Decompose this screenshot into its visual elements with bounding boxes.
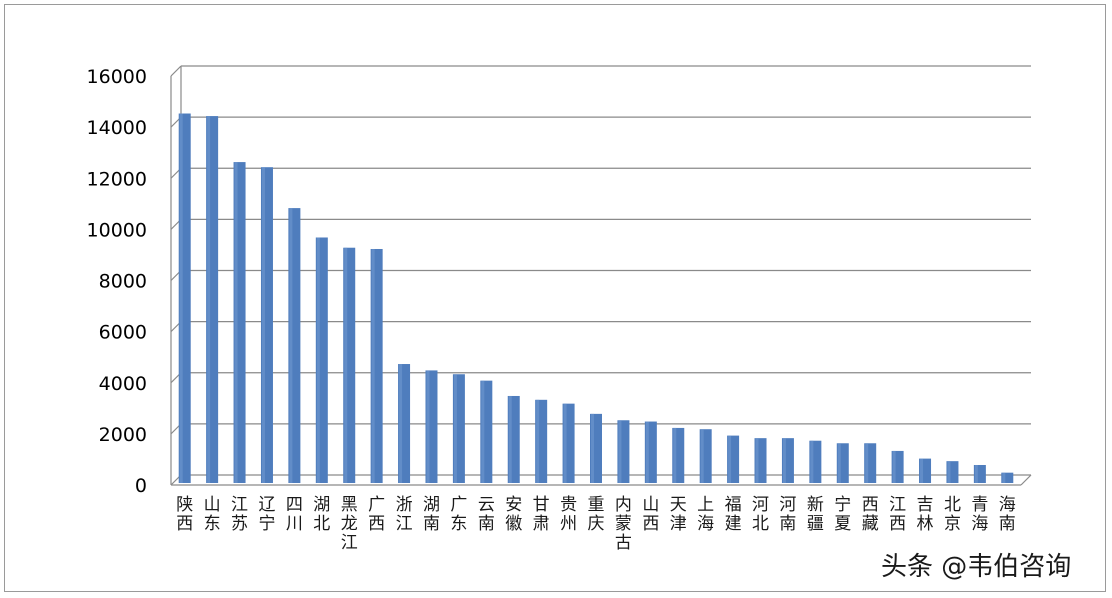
bar-highlight <box>399 364 403 483</box>
y-tick-label: 0 <box>135 475 147 497</box>
bar-highlight <box>289 208 293 483</box>
x-category-label: 浙江 <box>396 495 413 534</box>
bar-highlight <box>426 370 430 483</box>
x-category-label: 湖南 <box>423 495 440 534</box>
bar-highlight <box>207 116 211 483</box>
x-category-label: 辽宁 <box>258 495 275 534</box>
x-category-label: 广西 <box>368 495 385 534</box>
bar-highlight <box>179 113 183 483</box>
y-tick-label: 2000 <box>99 424 147 446</box>
bar-highlight <box>1002 472 1006 483</box>
x-category-label: 广东 <box>450 495 467 534</box>
bar-highlight <box>234 162 238 484</box>
bar-highlight <box>865 443 869 483</box>
bar-highlight <box>316 237 320 483</box>
bar-highlight <box>700 429 704 483</box>
x-category-label: 山西 <box>642 495 659 534</box>
floor-right-edge <box>1020 474 1032 486</box>
bar-highlight <box>563 403 567 483</box>
x-category-label: 天津 <box>670 495 687 534</box>
bar-highlight <box>920 458 924 483</box>
x-category-label: 青海 <box>971 495 988 534</box>
y-tick-label: 16000 <box>87 66 147 88</box>
chart-frame: 0 2000 4000 6000 8000 10000 12000 14000 16000 陕西… <box>4 4 1106 592</box>
y-tick-label: 14000 <box>87 117 147 139</box>
bar-highlight <box>837 443 841 483</box>
bar-highlight <box>728 435 732 483</box>
y-tick-label: 10000 <box>87 219 147 241</box>
bar-highlight <box>810 440 814 483</box>
bar-highlight <box>645 421 649 483</box>
bar-highlight <box>453 374 457 483</box>
bar-highlight <box>481 380 485 483</box>
bar-series <box>178 113 1014 484</box>
x-category-label: 甘肃 <box>533 495 550 534</box>
x-category-label: 黑龙江 <box>341 495 358 553</box>
x-category-label: 湖北 <box>313 495 330 534</box>
y-tick-label: 12000 <box>87 168 147 190</box>
bar-highlight <box>947 461 951 483</box>
x-category-label: 上海 <box>697 495 714 534</box>
x-category-label: 安徽 <box>505 495 522 534</box>
bar-chart: 0 2000 4000 6000 8000 10000 12000 14000 16000 陕西… <box>87 65 1071 582</box>
bar-highlight <box>536 399 540 483</box>
x-category-label: 河南 <box>779 495 796 534</box>
x-category-label: 福建 <box>725 495 742 534</box>
x-category-label: 河北 <box>752 495 769 534</box>
x-category-label: 江苏 <box>231 495 248 534</box>
x-category-label: 云南 <box>478 495 495 534</box>
y-tick-label: 8000 <box>99 271 147 293</box>
x-category-label: 西藏 <box>862 495 879 534</box>
x-category-label: 江西 <box>889 495 906 534</box>
gridline-side <box>170 65 182 77</box>
x-category-label: 山东 <box>204 495 221 534</box>
x-category-label: 陕西 <box>176 495 193 534</box>
bar-highlight <box>782 438 786 483</box>
x-axis-category-labels: 陕西山东江苏辽宁四川湖北黑龙江广西浙江湖南广东云南安徽甘肃贵州重庆内蒙古山西天津… <box>176 495 1016 553</box>
x-category-label: 宁夏 <box>834 495 851 534</box>
x-category-label: 新疆 <box>807 495 824 534</box>
bar-highlight <box>261 167 265 483</box>
bar-highlight <box>673 427 677 483</box>
y-axis-tick-labels: 0 2000 4000 6000 8000 10000 12000 14000 16000 <box>87 66 147 497</box>
bar-highlight <box>755 438 759 483</box>
x-category-label: 贵州 <box>560 495 577 534</box>
bar-highlight <box>508 395 512 483</box>
y-tick-label: 4000 <box>99 373 147 395</box>
x-category-label: 吉林 <box>917 495 934 534</box>
y-tick-label: 6000 <box>99 322 147 344</box>
bar-highlight <box>892 450 896 483</box>
bar-highlight <box>618 420 622 483</box>
bar-highlight <box>371 248 375 483</box>
watermark-text: 头条 @韦伯咨询 <box>881 552 1071 582</box>
x-category-label: 海南 <box>999 495 1016 534</box>
bar <box>1001 472 1014 483</box>
bar-highlight <box>974 464 978 483</box>
x-category-label: 北京 <box>944 495 961 534</box>
x-category-label: 内蒙古 <box>615 495 632 553</box>
bar-highlight <box>344 247 348 483</box>
x-category-label: 重庆 <box>588 495 605 534</box>
x-category-label: 四川 <box>286 495 303 534</box>
bar-highlight <box>591 413 594 483</box>
